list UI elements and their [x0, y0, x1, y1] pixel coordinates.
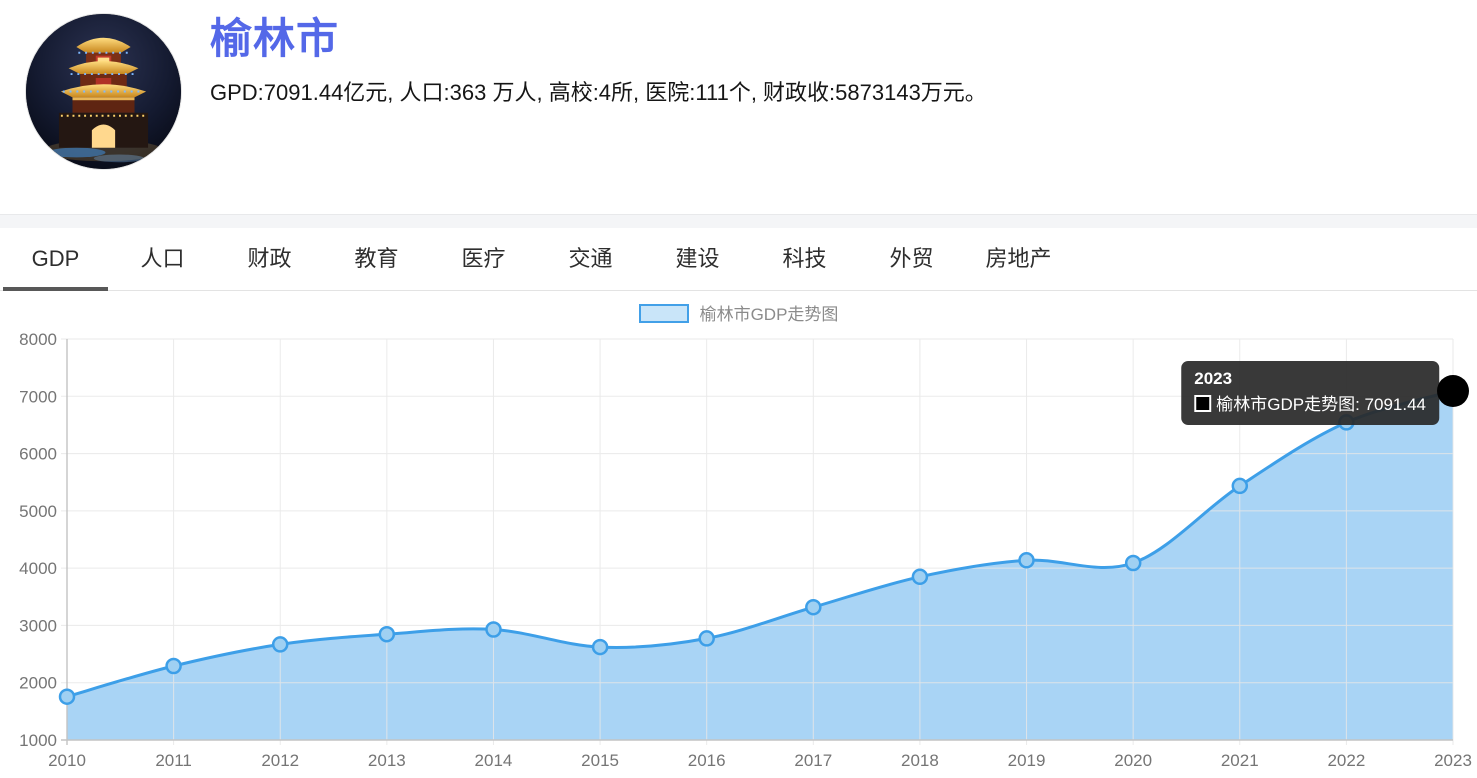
- svg-text:2011: 2011: [155, 751, 192, 770]
- svg-text:2021: 2021: [1221, 751, 1259, 770]
- svg-text:2013: 2013: [368, 751, 406, 770]
- data-point-2012[interactable]: [271, 636, 289, 653]
- svg-text:8000: 8000: [19, 330, 57, 349]
- y-axis-labels: 8000 7000 6000 5000 4000 3000 2000 1000: [19, 330, 57, 750]
- page-header: 榆林市 GPD:7091.44亿元, 人口:363 万人, 高校:4所, 医院:…: [0, 0, 1477, 214]
- tab-medical[interactable]: 医疗: [461, 246, 506, 271]
- svg-text:2012: 2012: [261, 751, 299, 770]
- svg-text:4000: 4000: [19, 559, 57, 578]
- tab-real-estate[interactable]: 房地产: [985, 246, 1052, 271]
- svg-text:7000: 7000: [19, 387, 57, 406]
- svg-text:2019: 2019: [1008, 751, 1046, 770]
- data-point-2015[interactable]: [591, 638, 609, 656]
- chart-tooltip: 2023 榆林市GDP走势图: 7091.44: [1181, 361, 1439, 426]
- svg-text:2000: 2000: [19, 674, 57, 693]
- svg-text:3000: 3000: [19, 616, 57, 635]
- tab-bar: GDP 人口 财政 教育 医疗 交通 建设 科技 外贸 房地产: [0, 228, 1477, 291]
- tooltip-series-swatch-icon: [1194, 395, 1212, 413]
- data-point-2017[interactable]: [805, 598, 822, 616]
- svg-text:1000: 1000: [19, 731, 57, 750]
- tooltip-series-label: 榆林市GDP走势图: [1216, 395, 1356, 415]
- city-avatar-image: [26, 14, 181, 169]
- city-summary: GPD:7091.44亿元, 人口:363 万人, 高校:4所, 医院:111个…: [210, 80, 987, 106]
- data-point-2014[interactable]: [485, 621, 502, 638]
- data-point-2016[interactable]: [698, 630, 715, 647]
- data-point-2021[interactable]: [1231, 477, 1249, 495]
- data-point-2013[interactable]: [378, 625, 396, 643]
- svg-text:2015: 2015: [581, 751, 619, 770]
- svg-text:2023: 2023: [1434, 751, 1472, 770]
- data-point-2011[interactable]: [165, 657, 182, 675]
- svg-text:2018: 2018: [901, 751, 939, 770]
- tab-traffic[interactable]: 交通: [568, 246, 613, 271]
- svg-text:2014: 2014: [475, 751, 513, 770]
- tooltip-title: 2023: [1194, 369, 1233, 389]
- data-point-2018[interactable]: [911, 568, 929, 586]
- chart-legend[interactable]: 榆林市GDP走势图: [0, 304, 1477, 326]
- legend-label: 榆林市GDP走势图: [699, 305, 839, 324]
- svg-text:6000: 6000: [19, 445, 57, 464]
- svg-text:2010: 2010: [48, 751, 86, 770]
- svg-text:2022: 2022: [1327, 751, 1365, 770]
- data-point-2020[interactable]: [1124, 554, 1142, 572]
- data-point-2019[interactable]: [1018, 552, 1035, 569]
- tooltip-value: 7091.44: [1364, 395, 1426, 415]
- header-text-block: 榆林市 GPD:7091.44亿元, 人口:363 万人, 高校:4所, 医院:…: [210, 14, 987, 107]
- svg-text:5000: 5000: [19, 502, 57, 521]
- tab-finance[interactable]: 财政: [247, 246, 292, 271]
- tab-gdp[interactable]: GDP: [2, 228, 109, 291]
- legend-swatch: [638, 304, 689, 323]
- city-avatar: [25, 13, 182, 170]
- section-divider: [0, 214, 1477, 228]
- axis-lines: [61, 339, 1453, 745]
- tab-construction[interactable]: 建设: [675, 246, 720, 271]
- tab-technology[interactable]: 科技: [782, 246, 827, 271]
- tooltip-separator: :: [1355, 395, 1365, 415]
- svg-text:2017: 2017: [794, 751, 832, 770]
- tab-education[interactable]: 教育: [354, 246, 399, 271]
- svg-text:2020: 2020: [1114, 751, 1152, 770]
- highlight-dot: [1437, 375, 1469, 408]
- tab-foreign-trade[interactable]: 外贸: [889, 246, 934, 271]
- tab-population[interactable]: 人口: [140, 246, 185, 271]
- area-fill: [67, 391, 1453, 740]
- data-point-2010[interactable]: [58, 688, 76, 705]
- x-axis-labels: 2010 2011 2012 2013 2014 2015 2016 2017 2018 2019…: [48, 751, 1472, 770]
- tooltip-series-line: 榆林市GDP走势图: 7091.44: [1194, 391, 1426, 418]
- svg-text:2016: 2016: [688, 751, 726, 770]
- page-title: 榆林市: [210, 15, 340, 62]
